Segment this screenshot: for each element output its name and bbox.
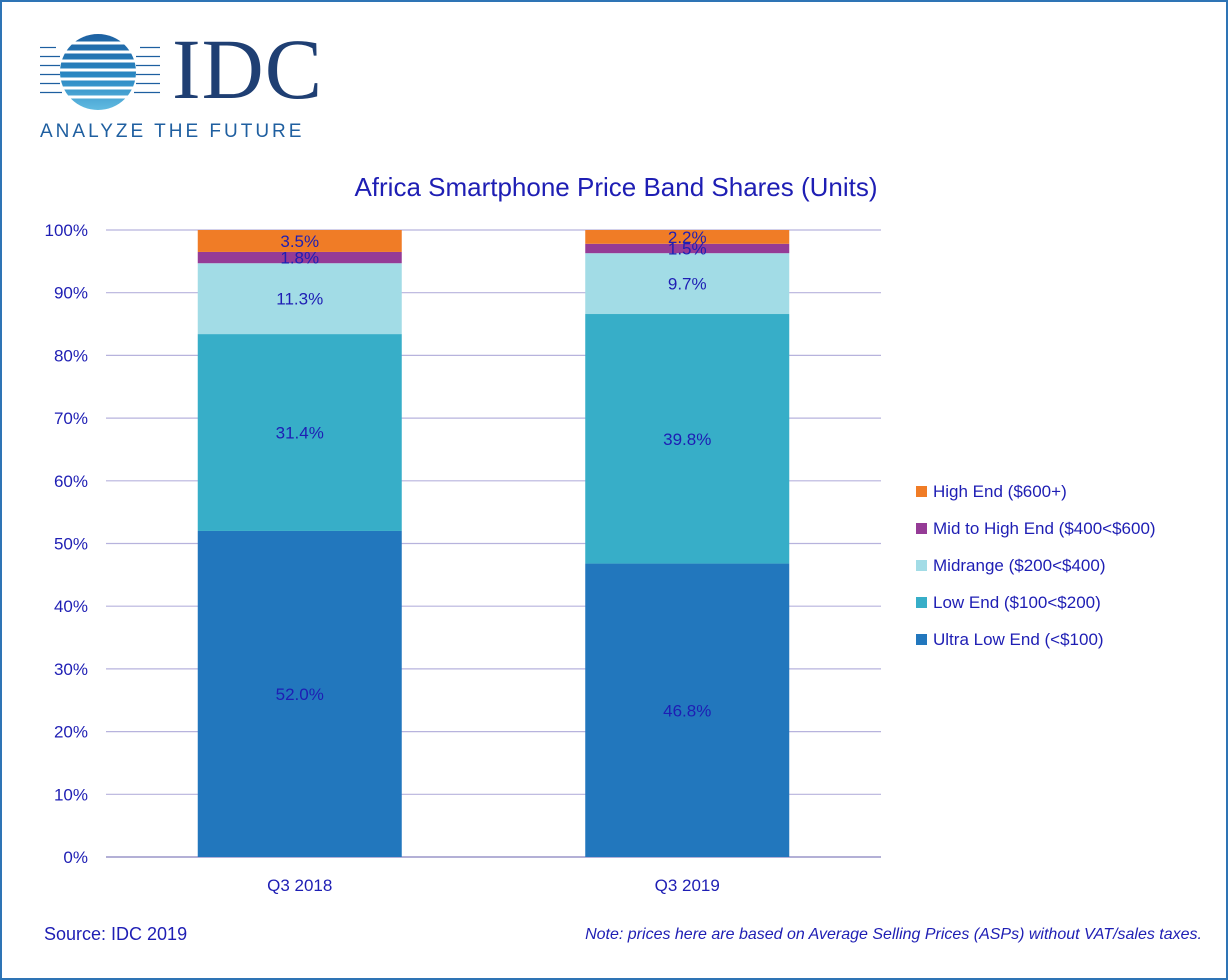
legend-swatch [916, 634, 927, 645]
data-label: 9.7% [668, 275, 707, 294]
bar-segment [585, 563, 790, 857]
data-label: 1.5% [668, 239, 707, 258]
bar-segment [197, 230, 402, 252]
y-tick-label: 50% [54, 535, 88, 554]
logo-wordmark: IDC [172, 21, 324, 117]
data-label: 52.0% [276, 685, 324, 704]
bar-segment [585, 314, 790, 564]
legend-swatch [916, 560, 927, 571]
x-tick-label: Q3 2018 [267, 876, 332, 895]
logo-tagline: ANALYZE THE FUTURE [40, 121, 305, 142]
y-tick-label: 100% [45, 221, 88, 240]
bar-segment [197, 530, 402, 857]
bar-segment [197, 251, 402, 264]
chart-title: Africa Smartphone Price Band Shares (Uni… [354, 172, 878, 202]
data-label: 2.2% [668, 228, 707, 247]
legend-swatch [916, 597, 927, 608]
source-note: Source: IDC 2019 [44, 924, 188, 944]
data-label: 31.4% [276, 424, 324, 443]
x-tick-label: Q3 2019 [655, 876, 720, 895]
legend-label: Mid to High End ($400<$600) [933, 518, 1156, 538]
idc-globe-icon [40, 34, 160, 110]
legend-item: Low End ($100<$200) [916, 584, 1216, 621]
y-tick-label: 90% [54, 284, 88, 303]
bar-segment [585, 243, 790, 254]
pricing-note: Note: prices here are based on Average S… [585, 926, 1202, 943]
y-tick-label: 60% [54, 472, 88, 491]
legend-item: Midrange ($200<$400) [916, 547, 1216, 584]
legend-item: High End ($600+) [916, 473, 1216, 510]
y-tick-label: 40% [54, 597, 88, 616]
bar-segment [197, 334, 402, 531]
bar-segment [585, 253, 790, 315]
y-tick-label: 80% [54, 346, 88, 365]
data-label: 1.8% [280, 249, 319, 268]
y-tick-label: 70% [54, 409, 88, 428]
data-label: 46.8% [663, 701, 711, 720]
legend-label: Ultra Low End (<$100) [933, 629, 1104, 649]
legend-swatch [916, 523, 927, 534]
legend-label: Low End ($100<$200) [933, 592, 1101, 612]
legend-item: Mid to High End ($400<$600) [916, 510, 1216, 547]
data-label: 11.3% [276, 290, 323, 309]
legend-label: Midrange ($200<$400) [933, 555, 1106, 575]
y-tick-label: 20% [54, 723, 88, 742]
y-tick-label: 10% [54, 785, 88, 804]
chart-legend: High End ($600+) Mid to High End ($400<$6… [916, 473, 1216, 658]
data-label: 3.5% [280, 232, 319, 251]
bar-segment [585, 230, 790, 244]
idc-logo: IDC ANALYZE THE FUTURE [40, 26, 350, 147]
y-tick-label: 0% [63, 848, 88, 867]
legend-item: Ultra Low End (<$100) [916, 621, 1216, 658]
bar-segment [197, 263, 402, 335]
y-tick-label: 30% [54, 660, 88, 679]
legend-label: High End ($600+) [933, 481, 1067, 501]
data-label: 39.8% [663, 430, 711, 449]
legend-swatch [916, 486, 927, 497]
